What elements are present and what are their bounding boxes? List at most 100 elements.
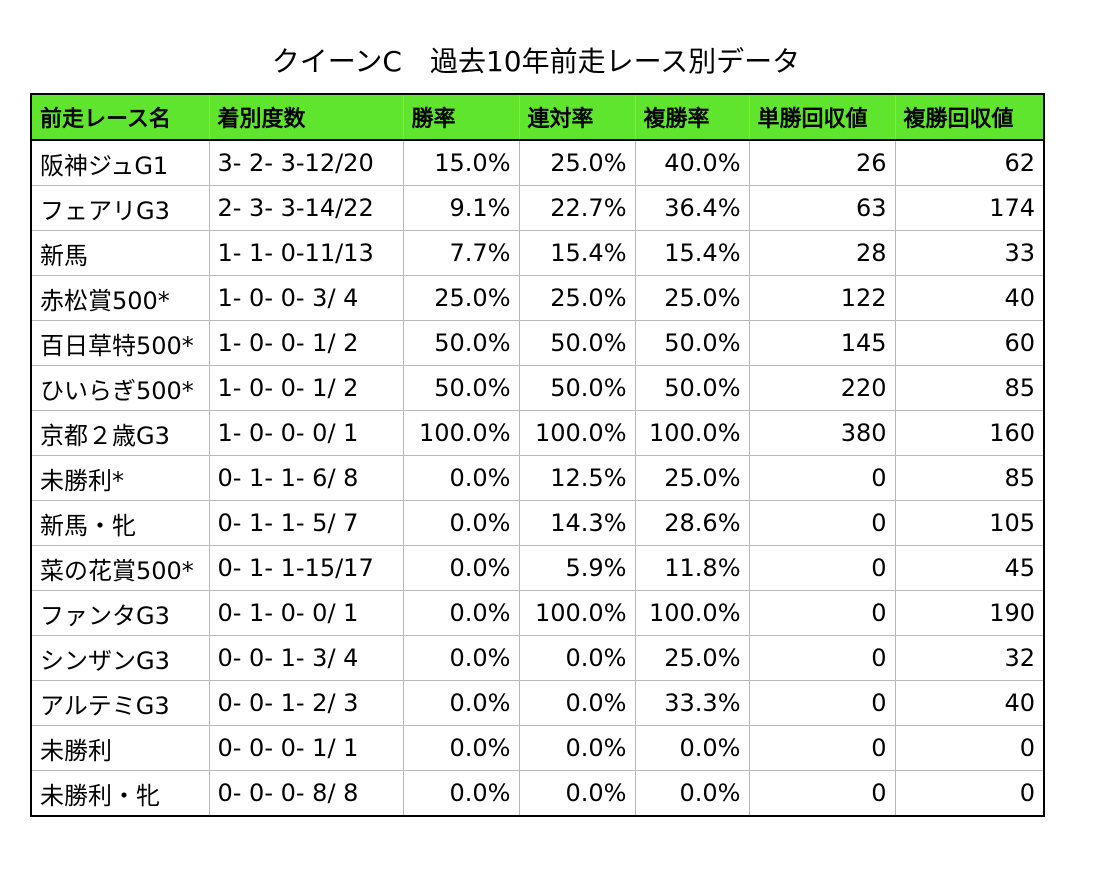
win-return-cell: 0 xyxy=(748,770,896,817)
header-row: 前走レース名 着別度数 勝率 連対率 複勝率 単勝回収値 複勝回収値 xyxy=(30,93,1045,141)
record-cell: 1- 0- 0- 1/ 2 xyxy=(208,365,404,411)
quinella-rate-cell: 100.0% xyxy=(518,590,636,636)
place-return-cell: 40 xyxy=(894,680,1045,726)
table-row: 未勝利* 0- 1- 1- 6/ 8 0.0% 12.5% 25.0% 0 85 xyxy=(30,455,1045,501)
win-return-cell: 0 xyxy=(748,635,896,681)
column-header-quinella-rate: 連対率 xyxy=(518,93,636,141)
record-cell: 3- 2- 3-12/20 xyxy=(208,139,404,186)
place-rate-cell: 25.0% xyxy=(634,635,750,681)
record-cell: 0- 1- 0- 0/ 1 xyxy=(208,590,404,636)
place-return-cell: 32 xyxy=(894,635,1045,681)
record-cell: 1- 0- 0- 3/ 4 xyxy=(208,275,404,321)
quinella-rate-cell: 100.0% xyxy=(518,410,636,456)
win-rate-cell: 9.1% xyxy=(402,185,520,231)
win-rate-cell: 50.0% xyxy=(402,365,520,411)
place-return-cell: 62 xyxy=(894,139,1045,186)
quinella-rate-cell: 14.3% xyxy=(518,500,636,546)
win-return-cell: 0 xyxy=(748,590,896,636)
race-name-cell: シンザンG3 xyxy=(30,635,210,681)
win-rate-cell: 0.0% xyxy=(402,770,520,817)
table-row: ファンタG3 0- 1- 0- 0/ 1 0.0% 100.0% 100.0% 0 190 xyxy=(30,590,1045,636)
place-return-cell: 0 xyxy=(894,770,1045,817)
record-cell: 0- 1- 1-15/17 xyxy=(208,545,404,591)
place-return-cell: 190 xyxy=(894,590,1045,636)
column-header-win-rate: 勝率 xyxy=(402,93,520,141)
page-title: クイーンC 過去10年前走レース別データ xyxy=(271,45,801,78)
table-row: シンザンG3 0- 0- 1- 3/ 4 0.0% 0.0% 25.0% 0 32 xyxy=(30,635,1045,681)
win-rate-cell: 100.0% xyxy=(402,410,520,456)
place-return-cell: 0 xyxy=(894,725,1045,771)
win-rate-cell: 0.0% xyxy=(402,545,520,591)
race-name-cell: 阪神ジュG1 xyxy=(30,139,210,186)
place-rate-cell: 0.0% xyxy=(634,725,750,771)
win-rate-cell: 0.0% xyxy=(402,590,520,636)
win-rate-cell: 15.0% xyxy=(402,139,520,186)
place-rate-cell: 11.8% xyxy=(634,545,750,591)
quinella-rate-cell: 50.0% xyxy=(518,365,636,411)
table-row: 阪神ジュG1 3- 2- 3-12/20 15.0% 25.0% 40.0% 26 62 xyxy=(30,139,1045,186)
win-rate-cell: 0.0% xyxy=(402,455,520,501)
win-return-cell: 0 xyxy=(748,725,896,771)
quinella-rate-cell: 22.7% xyxy=(518,185,636,231)
data-table: 前走レース名 着別度数 勝率 連対率 複勝率 単勝回収値 複勝回収値 阪神ジュG… xyxy=(30,93,1045,817)
column-header-race: 前走レース名 xyxy=(30,93,210,141)
win-rate-cell: 0.0% xyxy=(402,725,520,771)
race-name-cell: ファンタG3 xyxy=(30,590,210,636)
win-return-cell: 26 xyxy=(748,139,896,186)
place-return-cell: 174 xyxy=(894,185,1045,231)
quinella-rate-cell: 0.0% xyxy=(518,770,636,817)
race-name-cell: 未勝利* xyxy=(30,455,210,501)
race-name-cell: ひいらぎ500* xyxy=(30,365,210,411)
win-rate-cell: 0.0% xyxy=(402,500,520,546)
place-return-cell: 60 xyxy=(894,320,1045,366)
place-return-cell: 45 xyxy=(894,545,1045,591)
place-return-cell: 40 xyxy=(894,275,1045,321)
table-row: 京都２歳G3 1- 0- 0- 0/ 1 100.0% 100.0% 100.0% 380… xyxy=(30,410,1045,456)
place-rate-cell: 15.4% xyxy=(634,230,750,276)
race-name-cell: 未勝利 xyxy=(30,725,210,771)
place-return-cell: 85 xyxy=(894,365,1045,411)
record-cell: 0- 1- 1- 5/ 7 xyxy=(208,500,404,546)
quinella-rate-cell: 0.0% xyxy=(518,725,636,771)
win-return-cell: 220 xyxy=(748,365,896,411)
place-rate-cell: 33.3% xyxy=(634,680,750,726)
column-header-place-rate: 複勝率 xyxy=(634,93,750,141)
place-rate-cell: 100.0% xyxy=(634,410,750,456)
win-rate-cell: 0.0% xyxy=(402,635,520,681)
win-return-cell: 122 xyxy=(748,275,896,321)
table-row: 赤松賞500* 1- 0- 0- 3/ 4 25.0% 25.0% 25.0% 122 40 xyxy=(30,275,1045,321)
place-rate-cell: 100.0% xyxy=(634,590,750,636)
win-return-cell: 0 xyxy=(748,455,896,501)
race-name-cell: フェアリG3 xyxy=(30,185,210,231)
place-return-cell: 33 xyxy=(894,230,1045,276)
table-row: アルテミG3 0- 0- 1- 2/ 3 0.0% 0.0% 33.3% 0 40 xyxy=(30,680,1045,726)
record-cell: 0- 1- 1- 6/ 8 xyxy=(208,455,404,501)
place-return-cell: 85 xyxy=(894,455,1045,501)
quinella-rate-cell: 15.4% xyxy=(518,230,636,276)
place-rate-cell: 28.6% xyxy=(634,500,750,546)
quinella-rate-cell: 0.0% xyxy=(518,680,636,726)
place-rate-cell: 50.0% xyxy=(634,365,750,411)
win-return-cell: 0 xyxy=(748,500,896,546)
win-rate-cell: 7.7% xyxy=(402,230,520,276)
record-cell: 0- 0- 0- 1/ 1 xyxy=(208,725,404,771)
race-name-cell: アルテミG3 xyxy=(30,680,210,726)
table-row: 新馬・牝 0- 1- 1- 5/ 7 0.0% 14.3% 28.6% 0 105 xyxy=(30,500,1045,546)
race-name-cell: 赤松賞500* xyxy=(30,275,210,321)
table-row: ひいらぎ500* 1- 0- 0- 1/ 2 50.0% 50.0% 50.0% 220 8… xyxy=(30,365,1045,411)
race-name-cell: 菜の花賞500* xyxy=(30,545,210,591)
quinella-rate-cell: 12.5% xyxy=(518,455,636,501)
table-row: 未勝利・牝 0- 0- 0- 8/ 8 0.0% 0.0% 0.0% 0 0 xyxy=(30,770,1045,817)
win-return-cell: 63 xyxy=(748,185,896,231)
win-return-cell: 28 xyxy=(748,230,896,276)
place-rate-cell: 36.4% xyxy=(634,185,750,231)
win-rate-cell: 0.0% xyxy=(402,680,520,726)
race-name-cell: 京都２歳G3 xyxy=(30,410,210,456)
place-return-cell: 105 xyxy=(894,500,1045,546)
place-rate-cell: 50.0% xyxy=(634,320,750,366)
quinella-rate-cell: 5.9% xyxy=(518,545,636,591)
table-row: 菜の花賞500* 0- 1- 1-15/17 0.0% 5.9% 11.8% 0 45 xyxy=(30,545,1045,591)
race-name-cell: 未勝利・牝 xyxy=(30,770,210,817)
table-row: 百日草特500* 1- 0- 0- 1/ 2 50.0% 50.0% 50.0% 145 6… xyxy=(30,320,1045,366)
record-cell: 0- 0- 0- 8/ 8 xyxy=(208,770,404,817)
